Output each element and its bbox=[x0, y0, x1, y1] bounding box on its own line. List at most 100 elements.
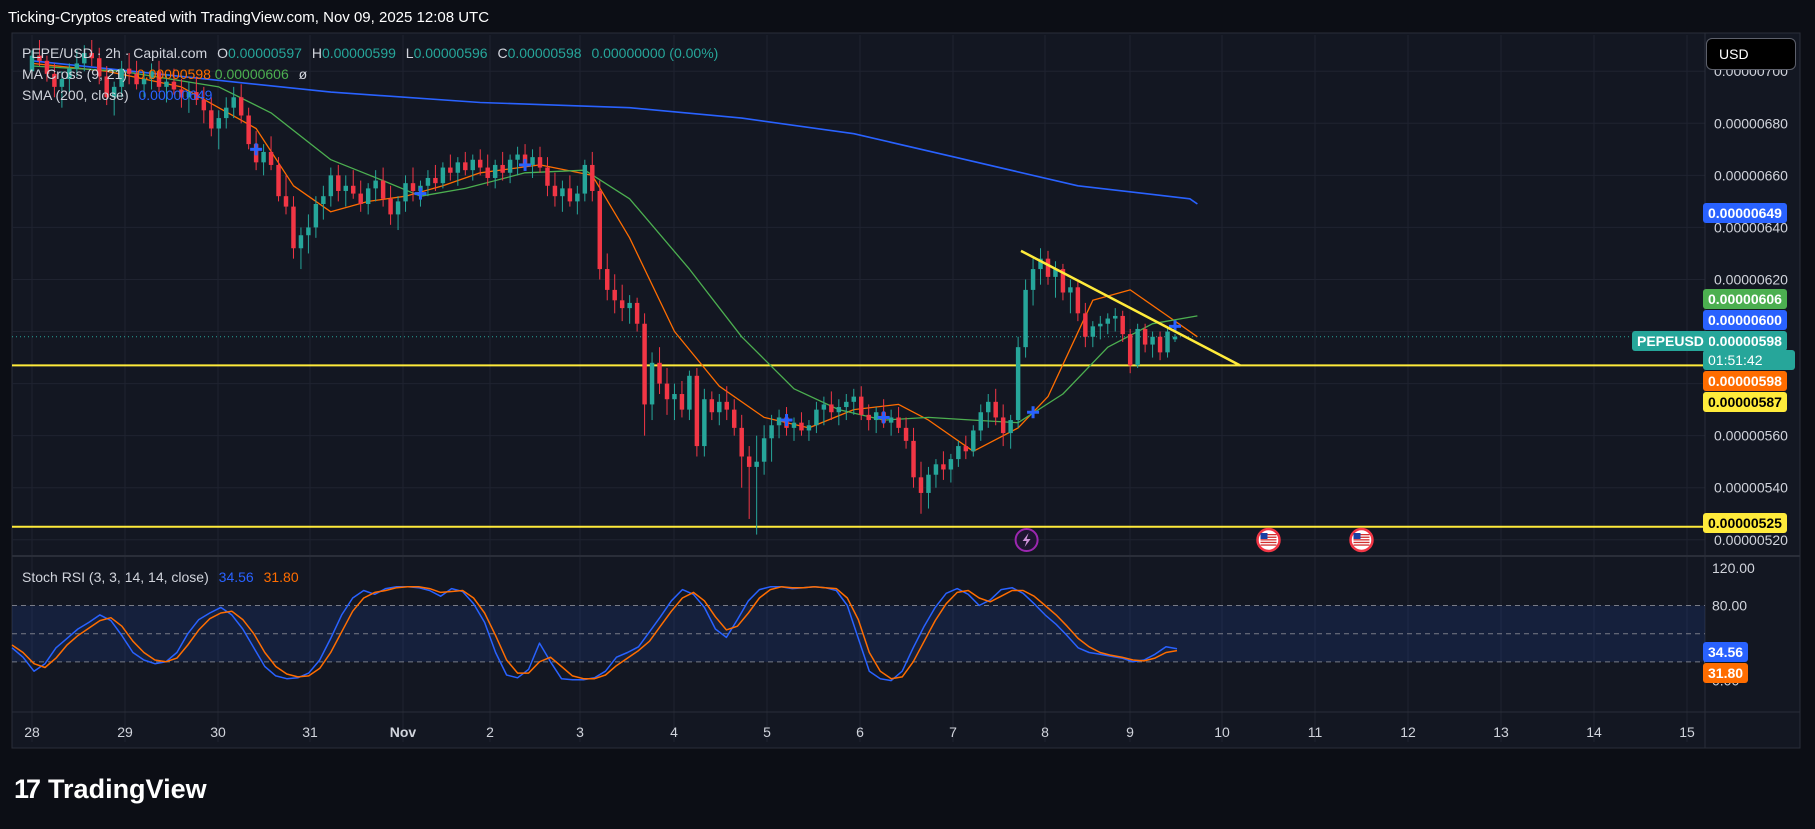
currency-button[interactable]: USD bbox=[1706, 38, 1796, 70]
countdown-label[interactable]: 01:51:42 bbox=[1703, 350, 1795, 370]
event-markers[interactable] bbox=[1014, 527, 1374, 553]
candle-body bbox=[769, 425, 774, 439]
candle-body bbox=[1000, 417, 1006, 434]
ma-cross-price-label[interactable]: 0.00000600 bbox=[1703, 310, 1787, 330]
candle bbox=[664, 367, 670, 415]
candle-body bbox=[470, 159, 475, 171]
price-tick-label: 0.00000540 bbox=[1714, 480, 1788, 496]
candle bbox=[216, 110, 221, 150]
candle bbox=[776, 409, 782, 439]
candle-body bbox=[1038, 258, 1043, 270]
ma-cross-slow-value: 0.00000606 bbox=[214, 66, 289, 82]
candle-body bbox=[268, 151, 274, 165]
candle bbox=[425, 170, 431, 197]
legend-symbol[interactable]: PEPE/USD · 2h · Capital.com bbox=[22, 45, 208, 61]
candle bbox=[694, 367, 700, 457]
lower-support-label[interactable]: 0.00000525 bbox=[1703, 513, 1787, 533]
candle-body bbox=[761, 438, 767, 462]
candle-body bbox=[37, 55, 42, 61]
candle bbox=[761, 425, 767, 475]
candle bbox=[791, 417, 797, 441]
candle-body bbox=[380, 180, 386, 199]
time-tick-label: 5 bbox=[763, 724, 771, 740]
time-axis[interactable]: 28 29 30 31 Nov 2 3 4 5 6 7 8 9 10 11 12 13 14 15 bbox=[24, 724, 1695, 740]
candle bbox=[829, 391, 834, 421]
flag-stripe bbox=[1260, 539, 1277, 541]
candle bbox=[649, 352, 655, 421]
candle bbox=[485, 154, 490, 186]
stoch-legend[interactable]: Stoch RSI (3, 3, 14, 14, close) 34.56 31… bbox=[22, 569, 305, 585]
candle bbox=[851, 388, 856, 415]
price-tick-label: 0.00000640 bbox=[1714, 219, 1788, 235]
stoch-d-value: 31.80 bbox=[263, 569, 299, 585]
stoch-d-line bbox=[11, 586, 1178, 680]
stoch-d-price-label[interactable]: 31.80 bbox=[1703, 663, 1749, 683]
candle-body bbox=[395, 201, 401, 215]
candle bbox=[164, 73, 169, 103]
candle-body bbox=[672, 394, 677, 400]
candle bbox=[1142, 323, 1148, 353]
candle-body bbox=[261, 151, 266, 163]
candle-body bbox=[552, 185, 558, 197]
candle-body bbox=[1008, 420, 1013, 434]
candle bbox=[455, 157, 461, 186]
candle-body bbox=[291, 206, 296, 249]
candle-body bbox=[283, 196, 289, 207]
ma-cross-fast-value: 0.00000598 bbox=[136, 66, 211, 82]
candle bbox=[873, 407, 879, 434]
price-axis[interactable]: 0.000007000.000006800.000006600.00000640… bbox=[1712, 63, 1788, 688]
stoch-tick-label: 120.00 bbox=[1712, 560, 1755, 576]
candle bbox=[844, 394, 849, 421]
candle-body bbox=[336, 175, 341, 191]
ma-cross-legend[interactable]: MA Cross (9, 21) 0.00000598 0.00000606 ø bbox=[22, 66, 313, 82]
candle bbox=[1045, 250, 1051, 285]
candle-body bbox=[993, 401, 998, 418]
candle bbox=[492, 159, 498, 189]
candle bbox=[119, 60, 124, 98]
candle-body bbox=[1060, 269, 1066, 293]
candle bbox=[224, 97, 229, 129]
candle bbox=[29, 50, 35, 80]
support-level-label[interactable]: 0.00000587 bbox=[1703, 392, 1787, 412]
last-price-label[interactable]: 0.00000598 bbox=[1703, 331, 1787, 351]
stoch-band bbox=[12, 605, 1705, 663]
candle-body bbox=[687, 375, 692, 410]
candle bbox=[896, 407, 901, 434]
tradingview-logo[interactable]: 17 TradingView bbox=[14, 774, 207, 805]
candle-body bbox=[537, 157, 543, 168]
candle-body bbox=[619, 300, 625, 309]
candle-body bbox=[448, 167, 453, 173]
stoch-k-price-label[interactable]: 34.56 bbox=[1703, 642, 1749, 662]
candle-body bbox=[1142, 328, 1148, 345]
candle-body bbox=[186, 92, 192, 98]
sma-legend[interactable]: SMA (200, close) 0.00000649 bbox=[22, 87, 218, 103]
ma-cross-marker bbox=[1027, 406, 1040, 419]
candle bbox=[328, 167, 334, 207]
candle bbox=[179, 79, 184, 108]
series-line bbox=[31, 62, 1198, 452]
candle-body bbox=[978, 412, 983, 431]
candle bbox=[888, 409, 894, 436]
candle-body bbox=[791, 422, 797, 428]
candle-body bbox=[582, 164, 588, 194]
candle bbox=[530, 149, 535, 178]
trendline[interactable] bbox=[1020, 249, 1241, 367]
candle bbox=[1135, 323, 1140, 368]
candle bbox=[238, 84, 244, 124]
sma200-price-label[interactable]: 0.00000649 bbox=[1703, 203, 1787, 223]
candle bbox=[463, 151, 468, 176]
symbol-tag[interactable]: PEPEUSD bbox=[1632, 331, 1709, 351]
ma-fast-price-label[interactable]: 0.00000598 bbox=[1703, 371, 1787, 391]
candle-body bbox=[732, 409, 737, 428]
candle bbox=[537, 146, 543, 173]
candle-body bbox=[844, 401, 849, 408]
candle-body bbox=[74, 63, 80, 69]
candle-body bbox=[859, 396, 864, 415]
candle bbox=[1157, 331, 1163, 361]
ma-slow-price-label[interactable]: 0.00000606 bbox=[1703, 289, 1787, 309]
candle-body bbox=[306, 227, 311, 236]
candle bbox=[89, 40, 94, 67]
candle-body bbox=[590, 164, 595, 191]
candle-body bbox=[507, 159, 513, 173]
